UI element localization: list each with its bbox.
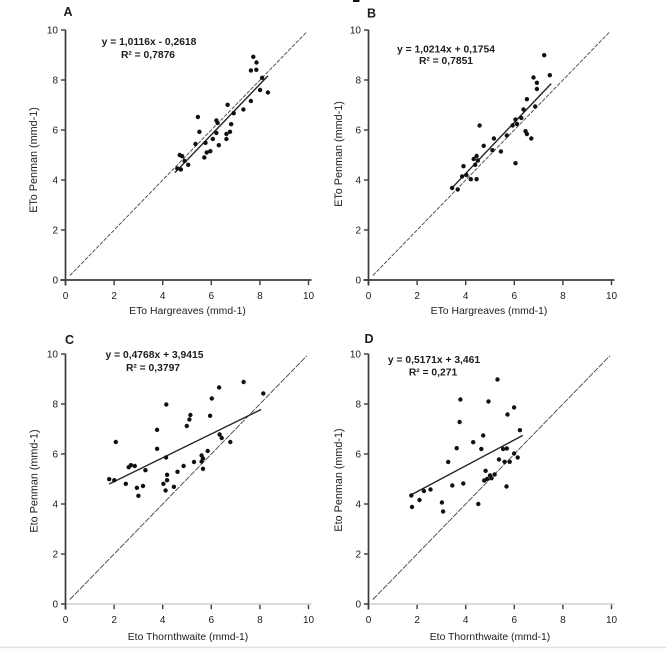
svg-text:0: 0 [366,291,372,302]
svg-text:R² = 0,3797: R² = 0,3797 [126,363,180,374]
svg-text:10: 10 [606,291,618,302]
svg-text:8: 8 [257,615,263,626]
svg-text:6: 6 [52,450,58,461]
svg-text:R² = 0,271: R² = 0,271 [409,368,458,379]
svg-text:Eto Thornthwaite (mmd-1): Eto Thornthwaite (mmd-1) [430,632,551,643]
svg-text:Eto Penman (mmd-1): Eto Penman (mmd-1) [333,428,345,531]
svg-text:8: 8 [257,291,263,302]
svg-text:10: 10 [303,615,315,626]
svg-text:6: 6 [512,291,518,302]
svg-text:0: 0 [355,276,361,287]
svg-text:y = 1,0214x + 0,1754: y = 1,0214x + 0,1754 [397,44,495,55]
svg-text:6: 6 [52,126,58,137]
svg-text:R² = 0,7851: R² = 0,7851 [419,56,473,67]
svg-text:4: 4 [355,176,361,187]
svg-text:ETo Hargreaves (mmd-1): ETo Hargreaves (mmd-1) [129,306,246,317]
svg-text:0: 0 [355,600,361,611]
svg-text:4: 4 [160,291,166,302]
svg-text:2: 2 [355,226,361,237]
svg-text:2: 2 [111,615,117,626]
svg-text:C: C [65,333,74,347]
svg-text:ETo Penman (mmd-1): ETo Penman (mmd-1) [333,101,345,207]
svg-text:6: 6 [355,126,361,137]
svg-text:0: 0 [63,291,69,302]
svg-text:6: 6 [209,291,215,302]
svg-text:0: 0 [52,600,58,611]
svg-text:y = 1,0116x - 0,2618: y = 1,0116x - 0,2618 [102,37,197,48]
svg-text:2: 2 [414,291,420,302]
svg-text:4: 4 [52,176,58,187]
svg-text:6: 6 [355,450,361,461]
svg-text:6: 6 [209,615,215,626]
svg-text:0: 0 [63,615,69,626]
svg-text:Eto Thornthwaite (mmd-1): Eto Thornthwaite (mmd-1) [128,632,249,643]
svg-text:4: 4 [160,615,166,626]
svg-text:8: 8 [560,615,566,626]
svg-text:8: 8 [52,76,58,87]
svg-text:4: 4 [463,615,469,626]
svg-text:2: 2 [111,291,117,302]
svg-text:Eto Penman (mmd-1): Eto Penman (mmd-1) [29,429,41,532]
svg-text:10: 10 [606,615,618,626]
svg-text:10: 10 [303,291,315,302]
svg-text:ETo Hargreaves (mmd-1): ETo Hargreaves (mmd-1) [431,306,548,317]
svg-text:2: 2 [52,550,58,561]
svg-text:ETo Penman (mmd-1): ETo Penman (mmd-1) [28,107,40,213]
svg-text:10: 10 [350,26,362,37]
svg-text:y = 0,5171x + 3,461: y = 0,5171x + 3,461 [388,355,480,366]
svg-text:6: 6 [512,615,518,626]
svg-text:A: A [63,5,72,19]
svg-text:10: 10 [47,26,59,37]
svg-text:10: 10 [350,350,362,361]
svg-text:8: 8 [560,291,566,302]
svg-text:10: 10 [47,350,59,361]
svg-text:8: 8 [355,400,361,411]
svg-text:2: 2 [414,615,420,626]
svg-text:8: 8 [355,76,361,87]
svg-text:B: B [367,6,376,20]
svg-text:4: 4 [52,500,58,511]
svg-text:2: 2 [355,550,361,561]
svg-text:y = 0,4768x + 3,9415: y = 0,4768x + 3,9415 [106,350,204,361]
svg-text:2: 2 [52,226,58,237]
svg-text:4: 4 [463,291,469,302]
svg-text:0: 0 [52,276,58,287]
svg-text:4: 4 [355,500,361,511]
svg-text:8: 8 [52,400,58,411]
svg-text:R² = 0,7876: R² = 0,7876 [121,50,175,61]
svg-text:D: D [364,332,373,346]
svg-text:0: 0 [366,615,372,626]
